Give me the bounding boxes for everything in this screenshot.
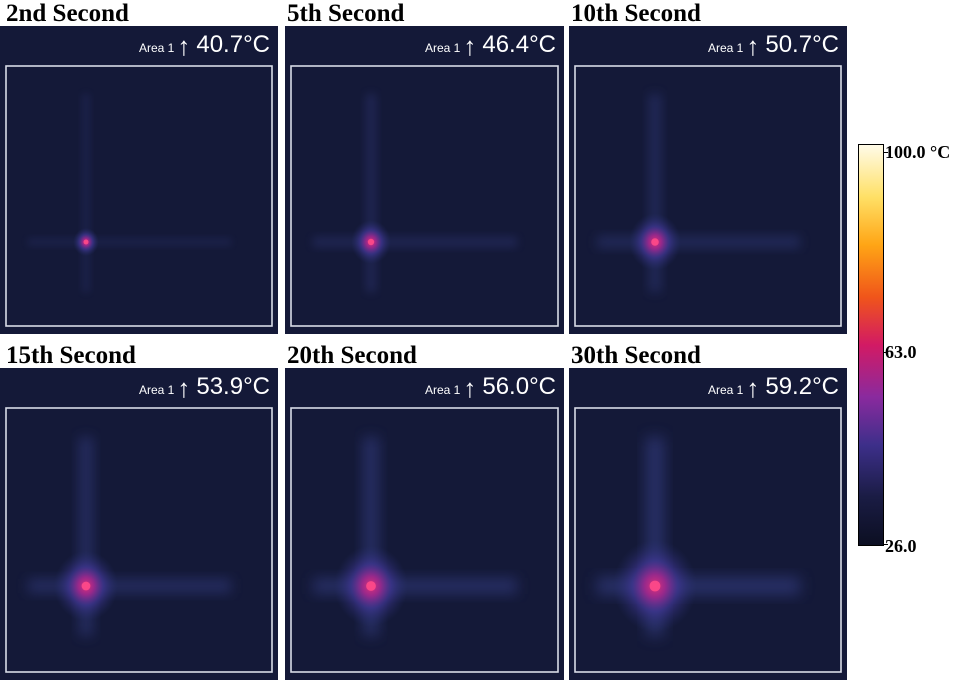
heat-core xyxy=(81,581,91,591)
heat-trail-vertical xyxy=(82,94,90,292)
heat-trail-horizontal xyxy=(597,235,800,249)
area-label: Area 1 xyxy=(425,383,461,397)
thermal-image xyxy=(569,26,847,334)
heat-core xyxy=(367,238,375,246)
temperature-readout: Area 1 ↑ 40.7°C xyxy=(139,31,270,61)
temperature-readout: Area 1 ↑ 56.0°C xyxy=(425,373,556,403)
area-label: Area 1 xyxy=(139,41,175,55)
thermal-image xyxy=(0,26,278,334)
panel-title-10th-second: 10th Second xyxy=(571,0,701,27)
thermal-background xyxy=(285,368,564,680)
measurement-area-frame xyxy=(5,65,273,327)
colorbar-mid-label: 63.0 xyxy=(885,342,917,362)
thermal-panel-5th-second: Area 1 ↑ 46.4°C xyxy=(285,26,564,334)
thermal-panel-2nd-second: Area 1 ↑ 40.7°C xyxy=(0,26,278,334)
colorbar-tick-min xyxy=(884,544,888,545)
thermal-background xyxy=(0,368,278,680)
panel-title-5th-second: 5th Second xyxy=(287,0,405,27)
colorbar-max-label: 100.0 °C xyxy=(885,142,951,162)
thermal-image xyxy=(285,368,564,680)
measurement-area-frame xyxy=(574,407,842,673)
thermal-panel-30th-second: Area 1 ↑ 59.2°C xyxy=(569,368,847,680)
thermal-background xyxy=(569,26,847,334)
colorbar-tick-mid xyxy=(884,352,888,353)
area-label: Area 1 xyxy=(708,383,744,397)
measurement-area-frame xyxy=(5,407,273,673)
panel-title-15th-second: 15th Second xyxy=(6,342,136,369)
area-label: Area 1 xyxy=(425,41,461,55)
max-temperature: 40.7°C xyxy=(196,31,270,58)
area-label: Area 1 xyxy=(139,383,175,397)
max-temperature: 50.7°C xyxy=(765,31,839,58)
max-arrow-icon: ↑ xyxy=(177,373,191,403)
max-temperature: 53.9°C xyxy=(196,373,270,400)
measurement-area-frame xyxy=(290,407,559,673)
thermal-image xyxy=(0,368,278,680)
heat-trail-vertical xyxy=(365,94,377,292)
heat-core xyxy=(649,580,661,592)
temperature-readout: Area 1 ↑ 59.2°C xyxy=(708,373,839,403)
thermal-background xyxy=(569,368,847,680)
max-arrow-icon: ↑ xyxy=(463,373,477,403)
max-temperature: 56.0°C xyxy=(482,373,556,400)
measurement-area-frame xyxy=(574,65,842,327)
max-arrow-icon: ↑ xyxy=(463,31,477,61)
heat-core xyxy=(651,238,659,246)
thermal-image xyxy=(285,26,564,334)
max-temperature: 59.2°C xyxy=(765,373,839,400)
colorbar-min-label: 26.0 xyxy=(885,536,917,556)
measurement-area-frame xyxy=(290,65,559,327)
max-arrow-icon: ↑ xyxy=(746,373,760,403)
thermal-background xyxy=(285,26,564,334)
panel-title-2nd-second: 2nd Second xyxy=(6,0,129,27)
panel-title-30th-second: 30th Second xyxy=(571,342,701,369)
heat-trail-horizontal xyxy=(313,236,517,248)
thermal-image xyxy=(569,368,847,680)
thermal-panel-20th-second: Area 1 ↑ 56.0°C xyxy=(285,368,564,680)
max-arrow-icon: ↑ xyxy=(746,31,760,61)
temperature-readout: Area 1 ↑ 53.9°C xyxy=(139,373,270,403)
thermal-background xyxy=(0,26,278,334)
temperature-readout: Area 1 ↑ 46.4°C xyxy=(425,31,556,61)
thermal-panel-10th-second: Area 1 ↑ 50.7°C xyxy=(569,26,847,334)
colorbar-tick-max xyxy=(884,152,888,153)
temperature-readout: Area 1 ↑ 50.7°C xyxy=(708,31,839,61)
colorbar-gradient xyxy=(858,144,884,546)
max-temperature: 46.4°C xyxy=(482,31,556,58)
thermal-panel-15th-second: Area 1 ↑ 53.9°C xyxy=(0,368,278,680)
area-label: Area 1 xyxy=(708,41,744,55)
max-arrow-icon: ↑ xyxy=(177,31,191,61)
heat-core xyxy=(366,581,376,591)
heat-trail-horizontal xyxy=(28,238,231,246)
heat-core xyxy=(83,239,89,245)
panel-title-20th-second: 20th Second xyxy=(287,342,417,369)
